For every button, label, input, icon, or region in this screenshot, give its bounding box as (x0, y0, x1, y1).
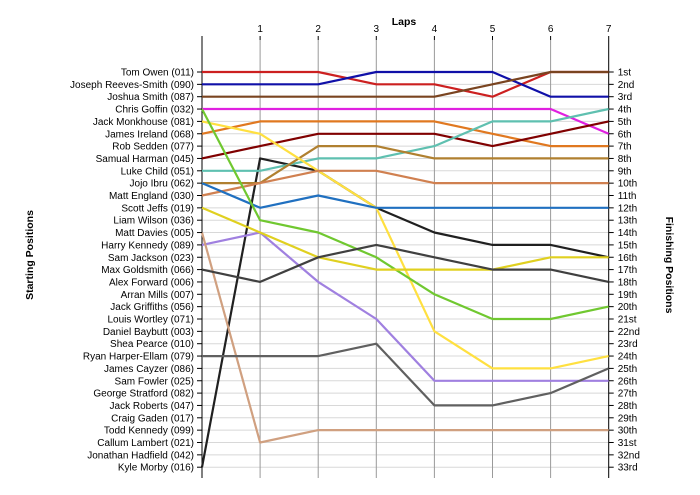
finishing-position-label: 33rd (618, 463, 638, 474)
finishing-position-label: 13th (618, 216, 637, 227)
starting-position-label: James Ireland (068) (105, 129, 194, 140)
starting-position-label: Samual Harman (045) (96, 154, 194, 165)
lap-tick-label: 7 (606, 24, 612, 35)
lap-tick-label: 6 (548, 24, 554, 35)
starting-position-label: Jonathan Hadfield (042) (87, 450, 194, 461)
starting-position-label: Joshua Smith (087) (107, 92, 194, 103)
series-line (202, 145, 609, 185)
finishing-position-label: 28th (618, 401, 637, 412)
finishing-position-label: 16th (618, 253, 637, 264)
finishing-position-label: 32nd (618, 450, 640, 461)
finishing-position-label: 22nd (618, 327, 640, 338)
finishing-position-label: 8th (618, 154, 632, 165)
finishing-position-label: 18th (618, 277, 637, 288)
starting-position-label: Sam Jackson (023) (108, 253, 194, 264)
finishing-position-label: 12th (618, 203, 637, 214)
starting-position-label: Louis Wortley (071) (107, 315, 194, 326)
lap-tick-label: 2 (315, 24, 321, 35)
series-line (202, 107, 610, 135)
series-line (201, 243, 609, 283)
finishing-position-label: 7th (618, 142, 632, 153)
finishing-position-label: 1st (618, 68, 632, 79)
series-line (201, 182, 609, 209)
lap-tick-label: 3 (374, 24, 380, 35)
lap-tick-label: 4 (432, 24, 438, 35)
starting-position-label: Alex Forward (006) (109, 277, 194, 288)
starting-position-label: Ryan Harper-Ellam (079) (83, 352, 194, 363)
starting-position-label: James Cayzer (086) (104, 364, 194, 375)
starting-position-label: George Stratford (082) (93, 389, 194, 400)
starting-position-label: Jack Roberts (047) (110, 401, 194, 412)
series-line (202, 107, 609, 172)
finishing-position-label: 21st (618, 315, 637, 326)
series-line (201, 120, 609, 160)
finishing-position-label: 19th (618, 290, 637, 301)
starting-position-label: Todd Kennedy (099) (104, 426, 194, 437)
starting-position-label: Sam Fowler (025) (115, 376, 194, 387)
finishing-position-label: 10th (618, 179, 637, 190)
starting-position-label: Daniel Baybutt (003) (103, 327, 194, 338)
starting-position-label: Liam Wilson (036) (113, 216, 194, 227)
finishing-position-label: 11th (618, 191, 637, 202)
finishing-position-label: 30th (618, 426, 637, 437)
lap-tick-label: 5 (490, 24, 496, 35)
finishing-position-label: 25th (618, 364, 637, 375)
starting-position-label: Jack Monkhouse (081) (93, 117, 194, 128)
finishing-position-label: 4th (618, 105, 632, 116)
starting-position-label: Tom Owen (011) (121, 68, 194, 79)
series-line (202, 70, 609, 98)
starting-position-label: Chris Goffin (032) (115, 105, 194, 116)
starting-position-label: Matt England (030) (109, 191, 194, 202)
finishing-position-label: 27th (618, 389, 637, 400)
starting-position-label: Luke Child (051) (121, 166, 194, 177)
series-line (201, 206, 609, 271)
starting-position-label: Scott Jeffs (019) (121, 203, 194, 214)
series-line (200, 232, 609, 444)
starting-position-label: Shea Pearce (010) (110, 339, 194, 350)
series-line (202, 70, 609, 98)
starting-position-label: Joseph Reeves-Smith (090) (70, 80, 194, 91)
starting-position-label: Rob Sedden (077) (112, 142, 194, 153)
series-line (201, 108, 609, 321)
starting-position-label: Jack Griffiths (056) (110, 302, 194, 313)
finishing-position-label: 17th (618, 265, 637, 276)
left-axis-title: Starting Positions (24, 210, 36, 300)
finishing-position-label: 24th (618, 352, 637, 363)
series-line (200, 157, 609, 468)
finishing-position-label: 29th (618, 413, 637, 424)
lap-tick-label: 1 (257, 24, 263, 35)
finishing-position-label: 26th (618, 376, 637, 387)
starting-position-label: Kyle Morby (016) (118, 463, 194, 474)
x-axis-title: Laps (392, 16, 417, 28)
finishing-position-label: 6th (618, 129, 632, 140)
series-layer (200, 70, 610, 468)
finishing-position-label: 3rd (618, 92, 632, 103)
starting-position-label: Callum Lambert (021) (97, 438, 194, 449)
series-line (201, 120, 609, 148)
starting-position-label: Jojo Ibru (062) (130, 179, 194, 190)
finishing-position-label: 14th (618, 228, 637, 239)
finishing-position-label: 31st (618, 438, 637, 449)
starting-position-label: Harry Kennedy (089) (101, 240, 194, 251)
series-line (202, 70, 609, 98)
series-line (201, 169, 609, 197)
finishing-position-label: 5th (618, 117, 632, 128)
finishing-position-label: 20th (618, 302, 637, 313)
finishing-position-label: 2nd (618, 80, 635, 91)
series-line (201, 231, 609, 382)
series-line (202, 342, 610, 407)
finishing-position-label: 23rd (618, 339, 638, 350)
starting-position-label: Max Goldsmith (066) (101, 265, 194, 276)
right-axis-title: Finishing Positions (663, 217, 675, 314)
starting-position-label: Arran Mills (007) (121, 290, 194, 301)
finishing-position-label: 9th (618, 166, 632, 177)
starting-position-label: Craig Gaden (017) (111, 413, 194, 424)
starting-position-label: Matt Davies (005) (115, 228, 194, 239)
finishing-position-label: 15th (618, 240, 637, 251)
text-layer: 1 2 3 4 5 6 7 Laps Tom Owen (011)Joseph Reeves-S… (24, 16, 675, 474)
